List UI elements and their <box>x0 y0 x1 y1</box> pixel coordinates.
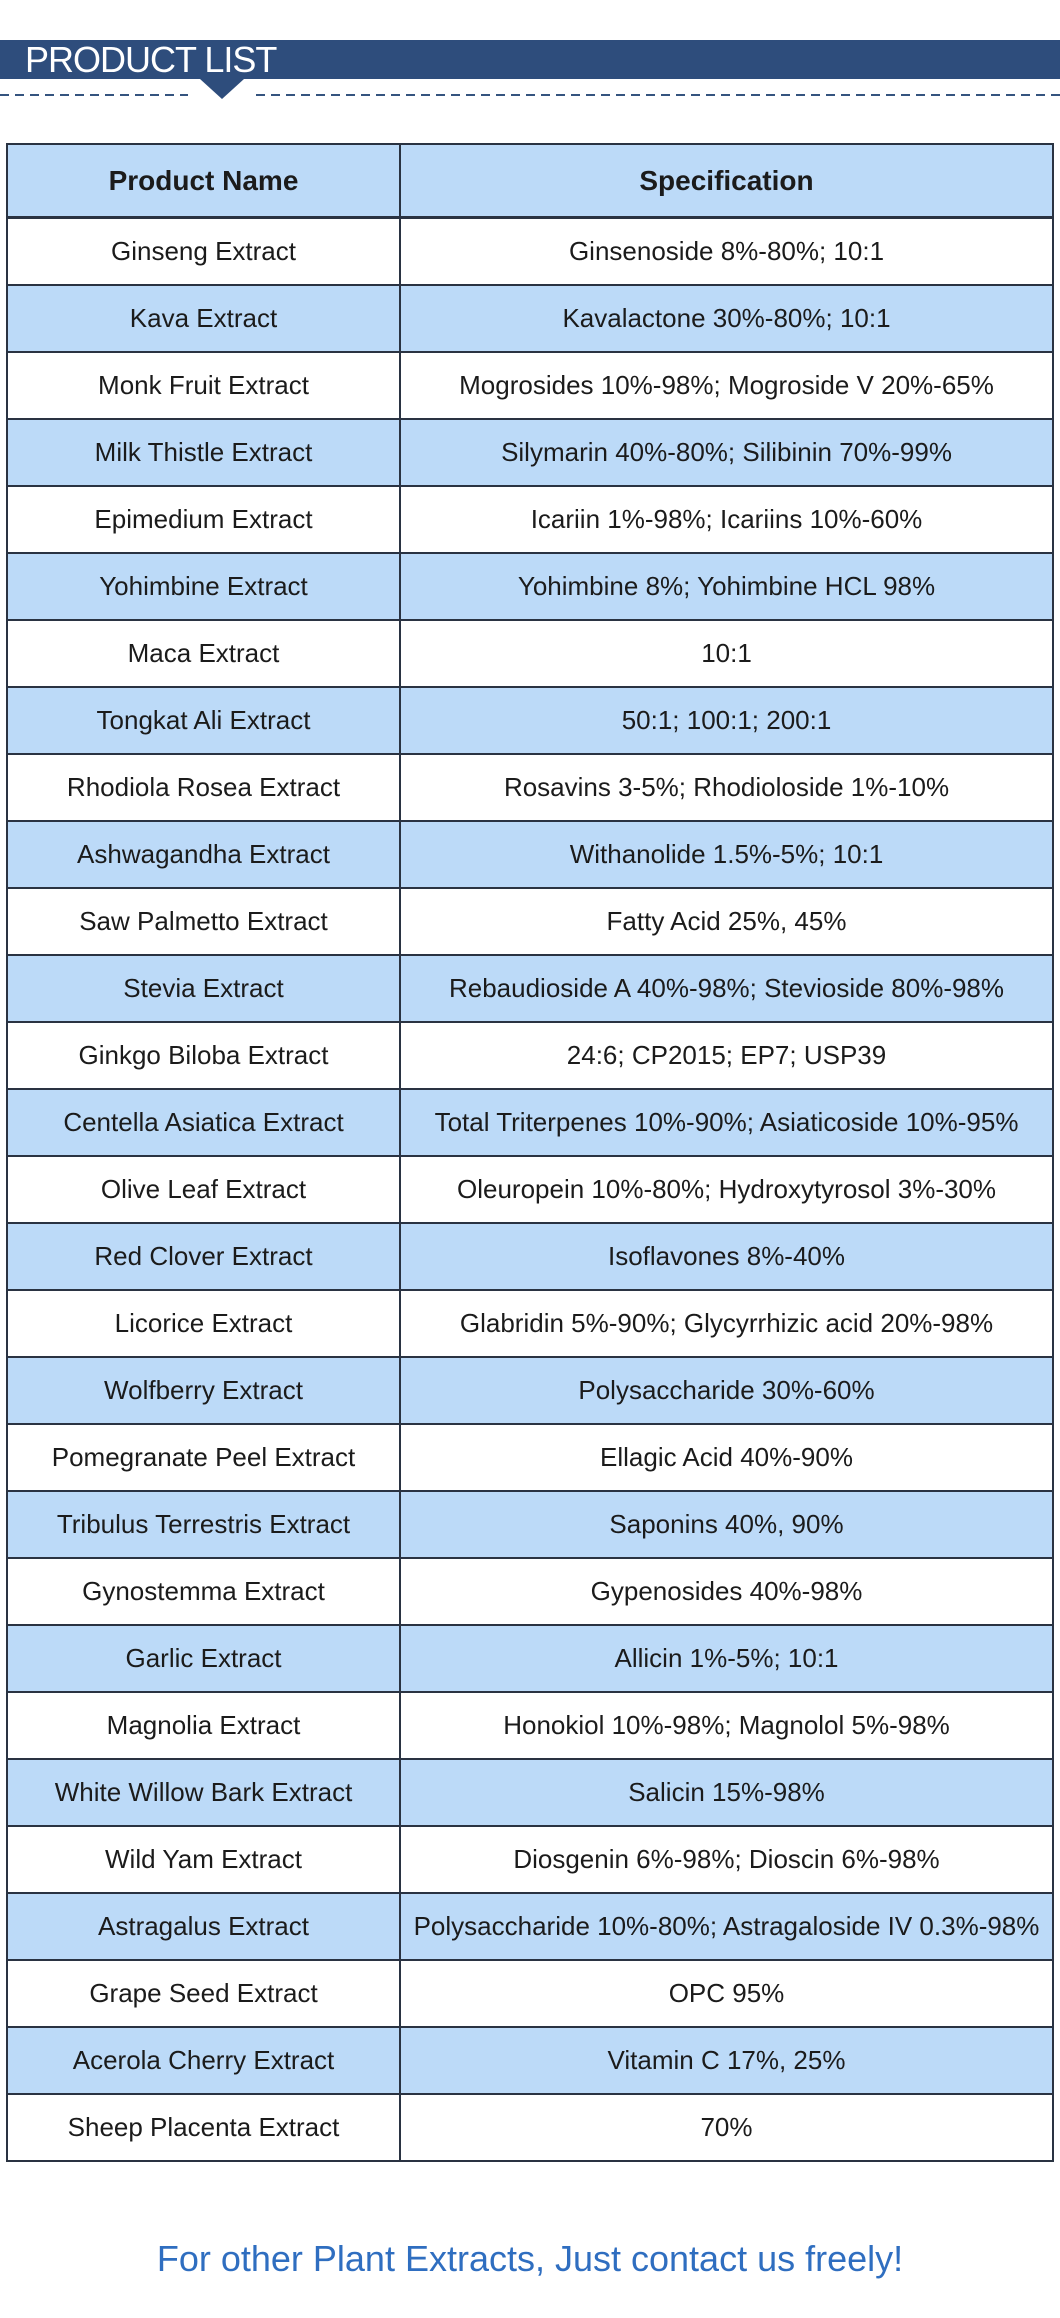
table-row: Epimedium Extract Icariin 1%-98%; Icariin… <box>6 485 1054 554</box>
table-row: Milk Thistle Extract Silymarin 40%-80%; S… <box>6 418 1054 487</box>
specification-cell: OPC 95% <box>399 1959 1054 2028</box>
table-row: Ginkgo Biloba Extract 24:6; CP2015; EP7; … <box>6 1021 1054 1090</box>
specification-cell: Oleuropein 10%-80%; Hydroxytyrosol 3%-30… <box>399 1155 1054 1224</box>
specification-cell: Salicin 15%-98% <box>399 1758 1054 1827</box>
specification-cell: Fatty Acid 25%, 45% <box>399 887 1054 956</box>
specification-cell: Yohimbine 8%; Yohimbine HCL 98% <box>399 552 1054 621</box>
specification-cell: Mogrosides 10%-98%; Mogroside V 20%-65% <box>399 351 1054 420</box>
specification-cell: Ginsenoside 8%-80%; 10:1 <box>399 216 1054 286</box>
table-row: Wolfberry Extract Polysaccharide 30%-60% <box>6 1356 1054 1425</box>
product-name-cell: Maca Extract <box>6 619 401 688</box>
product-name-cell: Ashwagandha Extract <box>6 820 401 889</box>
specification-cell: Rebaudioside A 40%-98%; Stevioside 80%-9… <box>399 954 1054 1023</box>
product-name-cell: Rhodiola Rosea Extract <box>6 753 401 822</box>
product-name-cell: Sheep Placenta Extract <box>6 2093 401 2162</box>
table-row: Gynostemma Extract Gypenosides 40%-98% <box>6 1557 1054 1626</box>
product-name-cell: Acerola Cherry Extract <box>6 2026 401 2095</box>
product-name-cell: Epimedium Extract <box>6 485 401 554</box>
product-name-cell: Wild Yam Extract <box>6 1825 401 1894</box>
table-row: White Willow Bark Extract Salicin 15%-98% <box>6 1758 1054 1827</box>
product-name-cell: Garlic Extract <box>6 1624 401 1693</box>
specification-cell: Allicin 1%-5%; 10:1 <box>399 1624 1054 1693</box>
table-row: Licorice Extract Glabridin 5%-90%; Glycyr… <box>6 1289 1054 1358</box>
specification-cell: Polysaccharide 10%-80%; Astragaloside IV… <box>399 1892 1054 1961</box>
product-name-cell: Grape Seed Extract <box>6 1959 401 2028</box>
product-name-cell: Tribulus Terrestris Extract <box>6 1490 401 1559</box>
table-row: Tongkat Ali Extract 50:1; 100:1; 200:1 <box>6 686 1054 755</box>
product-name-cell: Ginseng Extract <box>6 216 401 286</box>
specification-header: Specification <box>399 143 1054 219</box>
specification-cell: Polysaccharide 30%-60% <box>399 1356 1054 1425</box>
specification-cell: Honokiol 10%-98%; Magnolol 5%-98% <box>399 1691 1054 1760</box>
specification-cell: Kavalactone 30%-80%; 10:1 <box>399 284 1054 353</box>
specification-cell: Ellagic Acid 40%-90% <box>399 1423 1054 1492</box>
specification-cell: Gypenosides 40%-98% <box>399 1557 1054 1626</box>
table-row: Red Clover Extract Isoflavones 8%-40% <box>6 1222 1054 1291</box>
dashed-divider-left <box>0 94 188 96</box>
specification-cell: Total Triterpenes 10%-90%; Asiaticoside … <box>399 1088 1054 1157</box>
product-name-cell: White Willow Bark Extract <box>6 1758 401 1827</box>
triangle-down-icon <box>200 79 244 99</box>
dashed-divider-right <box>256 94 1060 96</box>
product-name-cell: Centella Asiatica Extract <box>6 1088 401 1157</box>
product-name-cell: Licorice Extract <box>6 1289 401 1358</box>
product-name-cell: Yohimbine Extract <box>6 552 401 621</box>
table-header-row: Product Name Specification <box>6 143 1054 219</box>
table-row: Sheep Placenta Extract 70% <box>6 2093 1054 2162</box>
product-list-banner: PRODUCT LIST <box>0 39 1060 80</box>
table-row: Saw Palmetto Extract Fatty Acid 25%, 45% <box>6 887 1054 956</box>
table-row: Yohimbine Extract Yohimbine 8%; Yohimbine… <box>6 552 1054 621</box>
specification-cell: Rosavins 3-5%; Rhodioloside 1%-10% <box>399 753 1054 822</box>
specification-cell: Silymarin 40%-80%; Silibinin 70%-99% <box>399 418 1054 487</box>
product-name-cell: Stevia Extract <box>6 954 401 1023</box>
table-row: Magnolia Extract Honokiol 10%-98%; Magnol… <box>6 1691 1054 1760</box>
table-row: Garlic Extract Allicin 1%-5%; 10:1 <box>6 1624 1054 1693</box>
table-row: Astragalus Extract Polysaccharide 10%-80%… <box>6 1892 1054 1961</box>
specification-cell: 24:6; CP2015; EP7; USP39 <box>399 1021 1054 1090</box>
table-row: Ashwagandha Extract Withanolide 1.5%-5%; … <box>6 820 1054 889</box>
banner-title: PRODUCT LIST <box>25 39 277 80</box>
product-table: Product Name Specification Ginseng Extra… <box>6 143 1054 2162</box>
product-name-cell: Ginkgo Biloba Extract <box>6 1021 401 1090</box>
specification-cell: Diosgenin 6%-98%; Dioscin 6%-98% <box>399 1825 1054 1894</box>
table-row: Monk Fruit Extract Mogrosides 10%-98%; Mo… <box>6 351 1054 420</box>
specification-cell: Saponins 40%, 90% <box>399 1490 1054 1559</box>
product-name-cell: Red Clover Extract <box>6 1222 401 1291</box>
table-row: Olive Leaf Extract Oleuropein 10%-80%; Hy… <box>6 1155 1054 1224</box>
specification-cell: Vitamin C 17%, 25% <box>399 2026 1054 2095</box>
table-row: Acerola Cherry Extract Vitamin C 17%, 25% <box>6 2026 1054 2095</box>
footer-note: For other Plant Extracts, Just contact u… <box>156 2238 904 2279</box>
product-name-cell: Gynostemma Extract <box>6 1557 401 1626</box>
product-name-cell: Saw Palmetto Extract <box>6 887 401 956</box>
table-row: Centella Asiatica Extract Total Triterpen… <box>6 1088 1054 1157</box>
product-name-cell: Wolfberry Extract <box>6 1356 401 1425</box>
product-name-cell: Tongkat Ali Extract <box>6 686 401 755</box>
specification-cell: Icariin 1%-98%; Icariins 10%-60% <box>399 485 1054 554</box>
table-row: Pomegranate Peel Extract Ellagic Acid 40%… <box>6 1423 1054 1492</box>
specification-cell: 10:1 <box>399 619 1054 688</box>
specification-cell: 70% <box>399 2093 1054 2162</box>
table-row: Wild Yam Extract Diosgenin 6%-98%; Diosci… <box>6 1825 1054 1894</box>
table-row: Stevia Extract Rebaudioside A 40%-98%; St… <box>6 954 1054 1023</box>
product-name-header: Product Name <box>6 143 401 219</box>
product-name-cell: Magnolia Extract <box>6 1691 401 1760</box>
specification-cell: 50:1; 100:1; 200:1 <box>399 686 1054 755</box>
product-name-cell: Astragalus Extract <box>6 1892 401 1961</box>
product-name-cell: Pomegranate Peel Extract <box>6 1423 401 1492</box>
table-row: Kava Extract Kavalactone 30%-80%; 10:1 <box>6 284 1054 353</box>
table-row: Tribulus Terrestris Extract Saponins 40%,… <box>6 1490 1054 1559</box>
product-name-cell: Olive Leaf Extract <box>6 1155 401 1224</box>
table-row: Rhodiola Rosea Extract Rosavins 3-5%; Rho… <box>6 753 1054 822</box>
product-name-cell: Kava Extract <box>6 284 401 353</box>
table-row: Maca Extract 10:1 <box>6 619 1054 688</box>
specification-cell: Isoflavones 8%-40% <box>399 1222 1054 1291</box>
product-name-cell: Milk Thistle Extract <box>6 418 401 487</box>
product-name-cell: Monk Fruit Extract <box>6 351 401 420</box>
specification-cell: Withanolide 1.5%-5%; 10:1 <box>399 820 1054 889</box>
table-row: Grape Seed Extract OPC 95% <box>6 1959 1054 2028</box>
specification-cell: Glabridin 5%-90%; Glycyrrhizic acid 20%-… <box>399 1289 1054 1358</box>
table-row: Ginseng Extract Ginsenoside 8%-80%; 10:1 <box>6 216 1054 286</box>
